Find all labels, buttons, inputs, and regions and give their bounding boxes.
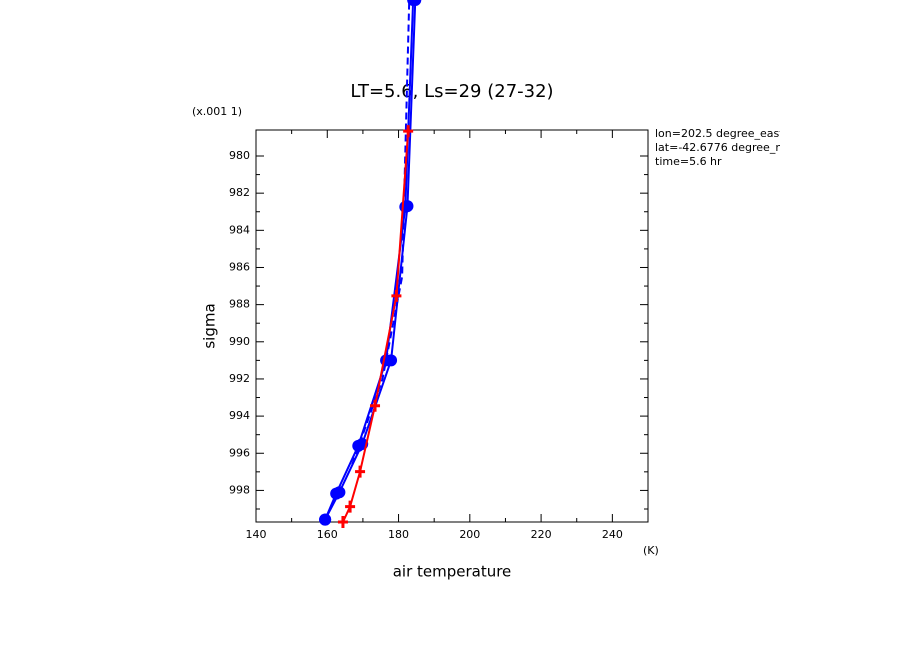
marker: [403, 125, 414, 138]
plot-frame: [255, 129, 649, 523]
y-tick-label: 986: [229, 260, 250, 273]
y-tick-label: 992: [229, 372, 250, 385]
annotation: time=5.6 hr: [655, 155, 722, 168]
marker: [345, 500, 356, 513]
x-tick-label: 220: [531, 528, 552, 541]
y-tick-label: 984: [229, 223, 250, 236]
annotation: lon=202.5 degree_east: [655, 127, 784, 140]
y-tick-label: 982: [229, 186, 250, 199]
series-line: [351, 0, 411, 465]
y-tick-label: 998: [229, 483, 250, 496]
marker: [333, 486, 346, 499]
x-units: (K): [643, 544, 659, 557]
y-axis-label: sigma: [201, 303, 219, 348]
marker: [391, 289, 402, 302]
marker: [319, 513, 332, 526]
x-tick-label: 180: [388, 528, 409, 541]
marker: [409, 0, 422, 6]
marker: [337, 516, 348, 528]
y-tick-label: 988: [229, 298, 250, 311]
y-scale-note: (x.001 1): [192, 105, 242, 118]
x-tick-label: 200: [459, 528, 480, 541]
marker: [385, 354, 398, 367]
y-tick-label: 980: [229, 149, 250, 162]
x-axis-label: air temperature: [393, 563, 512, 581]
chart-title: LT=5.6, Ls=29 (27-32): [350, 81, 553, 102]
y-tick-label: 996: [229, 446, 250, 459]
y-tick-label: 990: [229, 335, 250, 348]
marker: [355, 465, 366, 478]
annotation: lat=-42.6776 degree_north: [655, 141, 805, 154]
x-tick-label: 240: [602, 528, 623, 541]
x-tick-label: 160: [317, 528, 338, 541]
marker: [370, 399, 381, 412]
x-tick-label: 140: [246, 528, 267, 541]
annotations: lon=202.5 degree_east lat=-42.6776 degre…: [655, 127, 805, 168]
y-tick-label: 994: [229, 409, 250, 422]
